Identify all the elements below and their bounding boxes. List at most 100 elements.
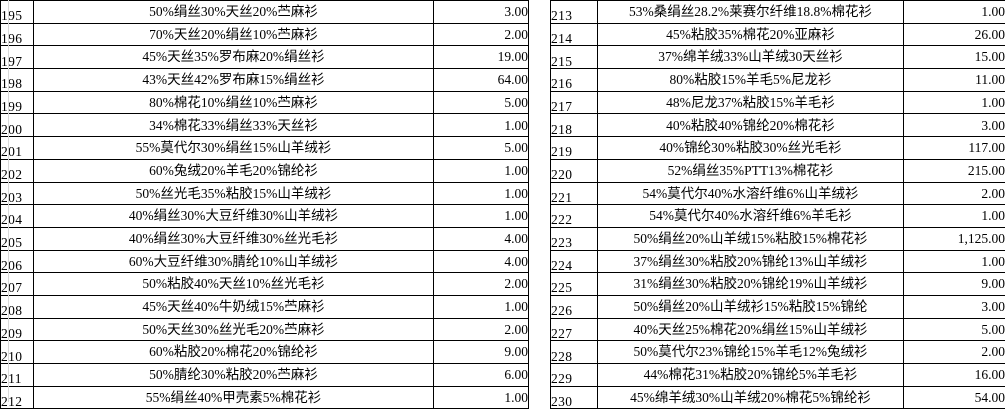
description-cell[interactable]: 54%莫代尔40%水溶纤维6%山羊绒衫 [598,182,904,205]
row-number-cell[interactable]: 222 [551,205,598,228]
value-cell[interactable]: 5.00 [434,91,529,114]
row-number-cell[interactable]: 208 [1,295,34,318]
value-cell[interactable]: 9.00 [434,341,529,364]
value-cell[interactable]: 9.00 [904,273,1005,296]
description-cell[interactable]: 37%绢丝30%粘胶20%锦纶13%山羊绒衫 [598,250,904,273]
row-number-cell[interactable]: 223 [551,227,598,250]
value-cell[interactable]: 2.00 [904,182,1005,205]
row-number-cell[interactable]: 227 [551,318,598,341]
value-cell[interactable]: 19.00 [434,46,529,69]
value-cell[interactable]: 54.00 [904,386,1005,409]
row-number-cell[interactable]: 201 [1,137,34,160]
description-cell[interactable]: 50%丝光毛35%粘胶15%山羊绒衫 [34,182,434,205]
row-number-cell[interactable]: 198 [1,69,34,92]
value-cell[interactable]: 64.00 [434,69,529,92]
value-cell[interactable]: 15.00 [904,46,1005,69]
description-cell[interactable]: 50%绢丝20%山羊绒15%粘胶15%棉花衫 [598,227,904,250]
value-cell[interactable]: 1.00 [434,386,529,409]
row-number-cell[interactable]: 211 [1,364,34,387]
description-cell[interactable]: 50%莫代尔23%锦纶15%羊毛12%兔绒衫 [598,341,904,364]
value-cell[interactable]: 5.00 [904,318,1005,341]
value-cell[interactable]: 1.00 [904,91,1005,114]
value-cell[interactable]: 1,125.00 [904,227,1005,250]
description-cell[interactable]: 34%棉花33%绢丝33%天丝衫 [34,114,434,137]
value-cell[interactable]: 16.00 [904,364,1005,387]
description-cell[interactable]: 40%天丝25%棉花20%绢丝15%山羊绒衫 [598,318,904,341]
description-cell[interactable]: 55%莫代尔30%绢丝15%山羊绒衫 [34,137,434,160]
row-number-cell[interactable]: 202 [1,159,34,182]
row-number-cell[interactable]: 215 [551,46,598,69]
value-cell[interactable]: 1.00 [904,250,1005,273]
row-number-cell[interactable]: 200 [1,114,34,137]
row-number-cell[interactable]: 225 [551,273,598,296]
row-number-cell[interactable]: 216 [551,69,598,92]
row-number-cell[interactable]: 217 [551,91,598,114]
description-cell[interactable]: 50%腈纶30%粘胶20%苎麻衫 [34,364,434,387]
row-number-cell[interactable]: 203 [1,182,34,205]
description-cell[interactable]: 40%绢丝30%大豆纤维30%丝光毛衫 [34,227,434,250]
row-number-cell[interactable]: 221 [551,182,598,205]
description-cell[interactable]: 50%绢丝20%山羊绒衫15%粘胶15%锦纶 [598,295,904,318]
row-number-cell[interactable]: 214 [551,23,598,46]
value-cell[interactable]: 11.00 [904,69,1005,92]
description-cell[interactable]: 52%绢丝35%PTT13%棉花衫 [598,159,904,182]
description-cell[interactable]: 31%绢丝30%粘胶20%锦纶19%山羊绒衫 [598,273,904,296]
value-cell[interactable]: 1.00 [904,205,1005,228]
row-number-cell[interactable]: 205 [1,227,34,250]
description-cell[interactable]: 60%兔绒20%羊毛20%锦纶衫 [34,159,434,182]
description-cell[interactable]: 80%棉花10%绢丝10%苎麻衫 [34,91,434,114]
row-number-cell[interactable]: 207 [1,273,34,296]
value-cell[interactable]: 1.00 [904,1,1005,24]
row-number-cell[interactable]: 229 [551,364,598,387]
value-cell[interactable]: 2.00 [904,341,1005,364]
value-cell[interactable]: 1.00 [434,295,529,318]
row-number-cell[interactable]: 212 [1,386,34,409]
description-cell[interactable]: 45%粘胶35%棉花20%亚麻衫 [598,23,904,46]
description-cell[interactable]: 37%绵羊绒33%山羊绒30天丝衫 [598,46,904,69]
value-cell[interactable]: 26.00 [904,23,1005,46]
description-cell[interactable]: 50%绢丝30%天丝20%苎麻衫 [34,1,434,24]
value-cell[interactable]: 2.00 [434,318,529,341]
value-cell[interactable]: 4.00 [434,227,529,250]
value-cell[interactable]: 1.00 [434,205,529,228]
row-number-cell[interactable]: 224 [551,250,598,273]
description-cell[interactable]: 44%棉花31%粘胶20%锦纶5%羊毛衫 [598,364,904,387]
description-cell[interactable]: 80%粘胶15%羊毛5%尼龙衫 [598,69,904,92]
description-cell[interactable]: 55%绢丝40%甲壳素5%棉花衫 [34,386,434,409]
description-cell[interactable]: 40%粘胶40%锦纶20%棉花衫 [598,114,904,137]
value-cell[interactable]: 3.00 [904,114,1005,137]
row-number-cell[interactable]: 196 [1,23,34,46]
row-number-cell[interactable]: 204 [1,205,34,228]
value-cell[interactable]: 5.00 [434,137,529,160]
description-cell[interactable]: 60%粘胶20%棉花20%锦纶衫 [34,341,434,364]
value-cell[interactable]: 2.00 [434,273,529,296]
description-cell[interactable]: 54%莫代尔40%水溶纤维6%羊毛衫 [598,205,904,228]
value-cell[interactable]: 1.00 [434,182,529,205]
row-number-cell[interactable]: 226 [551,295,598,318]
